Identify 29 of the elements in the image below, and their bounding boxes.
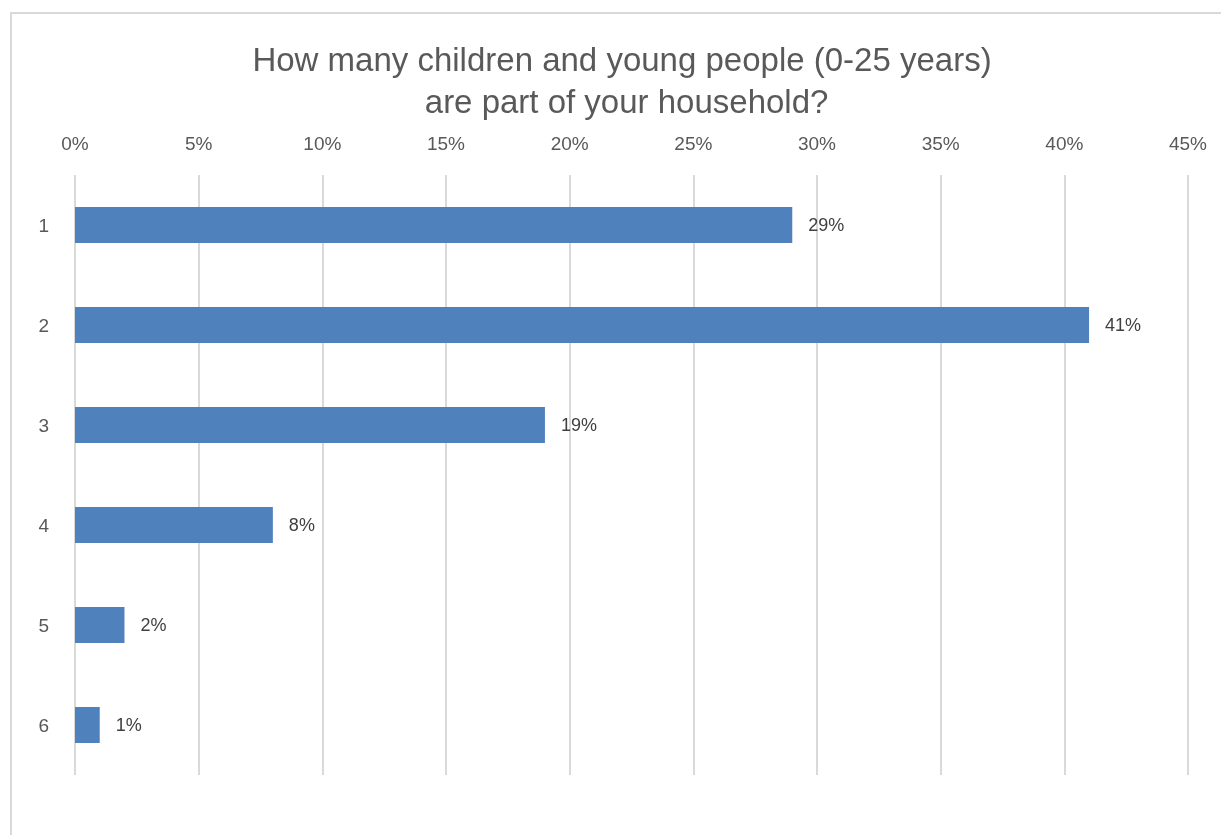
y-tick-label: 6: [38, 714, 49, 736]
x-tick-label: 5%: [184, 133, 213, 154]
data-label: 8%: [288, 515, 315, 535]
bar: [75, 307, 1090, 343]
data-label: 19%: [560, 415, 597, 435]
y-tick-label: 4: [38, 514, 50, 536]
x-tick-label: 30%: [797, 133, 837, 154]
x-tick-label: 25%: [674, 133, 713, 154]
data-label: 1%: [115, 715, 142, 735]
x-tick-label: 20%: [550, 133, 589, 154]
bar: [75, 207, 793, 243]
x-tick-label: 35%: [921, 133, 960, 154]
bar: [75, 607, 125, 643]
x-tick-label: 10%: [303, 133, 342, 154]
y-tick-label: 2: [38, 314, 49, 336]
x-tick-label: 45%: [1168, 133, 1208, 154]
y-tick-label: 1: [38, 214, 49, 236]
data-label: 29%: [808, 215, 845, 235]
y-tick-label: 3: [38, 414, 49, 436]
x-tick-label: 15%: [426, 133, 466, 154]
bar: [75, 507, 273, 543]
bar: [75, 707, 100, 743]
x-tick-label: 0%: [61, 133, 89, 154]
y-tick-label: 5: [38, 614, 49, 636]
data-label: 2%: [140, 615, 167, 635]
chart-title: How many children and young people (0-25 years) are part of your household?: [252, 40, 992, 120]
bar: [75, 407, 545, 443]
data-label: 41%: [1105, 315, 1142, 335]
x-tick-label: 40%: [1045, 133, 1084, 154]
